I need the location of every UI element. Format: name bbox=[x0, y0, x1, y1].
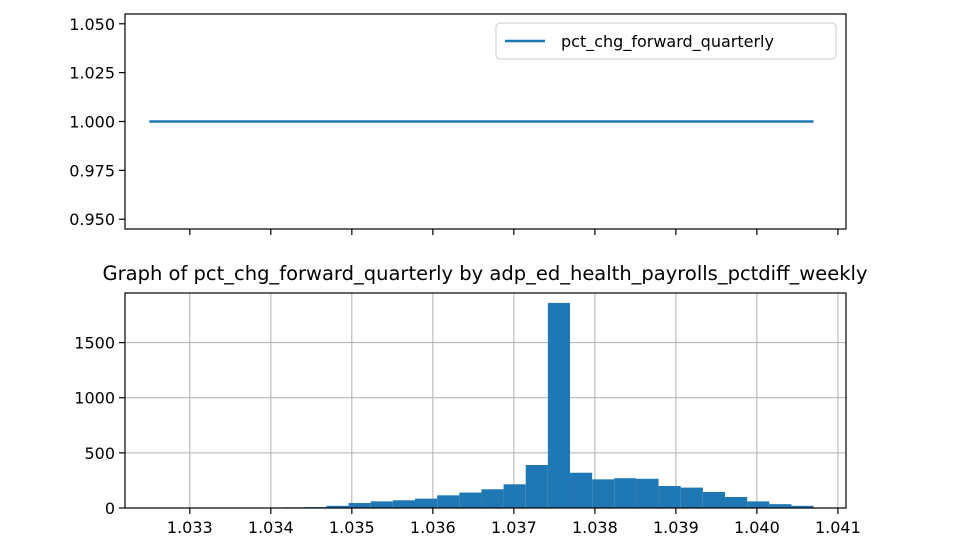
histogram-bar bbox=[348, 503, 371, 508]
bottom-y-tick-label: 1000 bbox=[74, 389, 115, 408]
histogram-bar bbox=[392, 500, 416, 508]
histogram-bar bbox=[326, 505, 349, 508]
top-y-tick-label: 1.050 bbox=[69, 15, 115, 34]
histogram-bar bbox=[658, 485, 681, 508]
top-x-axis bbox=[189, 229, 839, 235]
bottom-y-tick-label: 0 bbox=[105, 499, 115, 518]
top-y-tick-label: 1.025 bbox=[69, 64, 115, 83]
histogram-bar bbox=[747, 501, 770, 508]
bottom-y-axis: 0 500 1000 1500 bbox=[74, 334, 125, 518]
histogram-bar bbox=[525, 465, 548, 508]
top-y-axis: 0.950 0.975 1.000 1.025 1.050 bbox=[69, 15, 125, 229]
histogram-bar bbox=[370, 501, 393, 508]
histogram-bar bbox=[503, 484, 526, 508]
legend-box bbox=[495, 22, 837, 60]
histogram-bar bbox=[614, 478, 637, 508]
histogram-bar bbox=[592, 479, 615, 508]
bottom-x-tick-label: 1.040 bbox=[734, 518, 780, 537]
bottom-x-tick-label: 1.033 bbox=[167, 518, 213, 537]
legend-label: pct_chg_forward_quarterly bbox=[561, 32, 774, 52]
histogram-bar bbox=[725, 496, 748, 508]
top-y-tick-label: 0.950 bbox=[69, 210, 115, 229]
histogram-bar bbox=[636, 478, 659, 508]
bottom-x-tick-label: 1.038 bbox=[572, 518, 618, 537]
bottom-x-tick-label: 1.039 bbox=[653, 518, 699, 537]
top-axes-frame bbox=[124, 13, 847, 230]
histogram-bars bbox=[149, 302, 814, 508]
bottom-x-tick-label: 1.041 bbox=[815, 518, 861, 537]
bottom-x-tick-label: 1.036 bbox=[410, 518, 456, 537]
histogram-bar bbox=[481, 489, 504, 508]
bottom-axes-frame bbox=[124, 292, 847, 509]
histogram-bar bbox=[570, 472, 593, 508]
histogram-bar bbox=[459, 492, 482, 508]
histogram-bar bbox=[702, 492, 726, 508]
bottom-x-tick-label: 1.037 bbox=[491, 518, 537, 537]
bottom-y-tick-label: 500 bbox=[84, 444, 115, 463]
histogram-bar bbox=[437, 495, 460, 508]
top-y-tick-label: 0.975 bbox=[69, 161, 115, 180]
bottom-histogram-chart: Graph of pct_chg_forward_quarterly by ad… bbox=[74, 262, 867, 537]
bottom-y-tick-label: 1500 bbox=[74, 334, 115, 353]
histogram-bar bbox=[680, 487, 703, 508]
legend: pct_chg_forward_quarterly bbox=[495, 22, 837, 60]
histogram-bar bbox=[547, 302, 571, 508]
histogram-bar bbox=[769, 504, 792, 508]
bottom-chart-title: Graph of pct_chg_forward_quarterly by ad… bbox=[103, 262, 868, 285]
bottom-x-tick-label: 1.034 bbox=[248, 518, 294, 537]
bottom-x-tick-label: 1.035 bbox=[329, 518, 375, 537]
bottom-x-axis: 1.033 1.034 1.035 1.036 1.037 1.038 1.039 1.040… bbox=[167, 508, 861, 537]
histogram-bar bbox=[415, 498, 438, 508]
top-line-chart: 0.950 0.975 1.000 1.025 1.050 pct_chg_forwar… bbox=[69, 13, 847, 235]
histogram-bar bbox=[791, 505, 814, 508]
top-y-tick-label: 1.000 bbox=[69, 113, 115, 132]
